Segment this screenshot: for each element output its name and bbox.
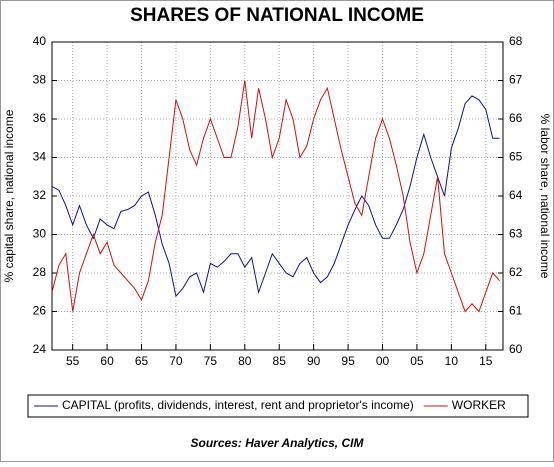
y-tick-label: 26 — [33, 304, 47, 318]
x-tick-label: 80 — [238, 354, 252, 368]
x-tick-label: 65 — [135, 354, 149, 368]
x-tick-label: 75 — [204, 354, 218, 368]
y-tick-label: 32 — [33, 188, 47, 202]
source: Sources: Haver Analytics, CIM — [191, 436, 365, 450]
y2-tick-label: 65 — [509, 150, 523, 164]
y2-tick-label: 63 — [509, 227, 523, 241]
series-line — [51, 95, 500, 298]
y2-tick-label: 62 — [509, 265, 523, 279]
x-tick-label: 60 — [100, 354, 114, 368]
legend-label: CAPITAL (profits, dividends, interest, r… — [62, 398, 414, 412]
y-tick-label: 28 — [33, 265, 47, 279]
x-tick-label: 90 — [307, 354, 321, 368]
legend — [27, 394, 529, 418]
y-tick-label: 30 — [33, 227, 47, 241]
y-axis-label: % capital share, national income — [2, 109, 16, 282]
y2-axis-label: % labor share, national income — [538, 114, 552, 279]
x-tick-label: 70 — [169, 354, 183, 368]
x-tick-label: 05 — [410, 354, 424, 368]
y2-tick-label: 60 — [509, 342, 523, 356]
y2-tick-label: 68 — [509, 34, 523, 48]
series-line — [51, 80, 500, 313]
y-tick-label: 36 — [33, 111, 47, 125]
y2-tick-label: 67 — [509, 73, 523, 87]
plot-area — [51, 41, 504, 351]
x-tick-label: 55 — [66, 354, 80, 368]
y-tick-label: 24 — [33, 342, 47, 356]
y-tick-label: 40 — [33, 34, 47, 48]
legend-label: WORKER — [452, 398, 506, 412]
y2-tick-label: 64 — [509, 188, 523, 202]
y-tick-label: 38 — [33, 73, 47, 87]
x-tick-label: 15 — [479, 354, 493, 368]
y2-tick-label: 66 — [509, 111, 523, 125]
x-tick-label: 95 — [341, 354, 355, 368]
x-tick-label: 85 — [273, 354, 287, 368]
x-tick-label: 10 — [445, 354, 459, 368]
x-tick-label: 00 — [376, 354, 390, 368]
y-tick-label: 34 — [33, 150, 47, 164]
chart-title: SHARES OF NATIONAL INCOME — [130, 5, 424, 26]
y2-tick-label: 61 — [509, 304, 523, 318]
